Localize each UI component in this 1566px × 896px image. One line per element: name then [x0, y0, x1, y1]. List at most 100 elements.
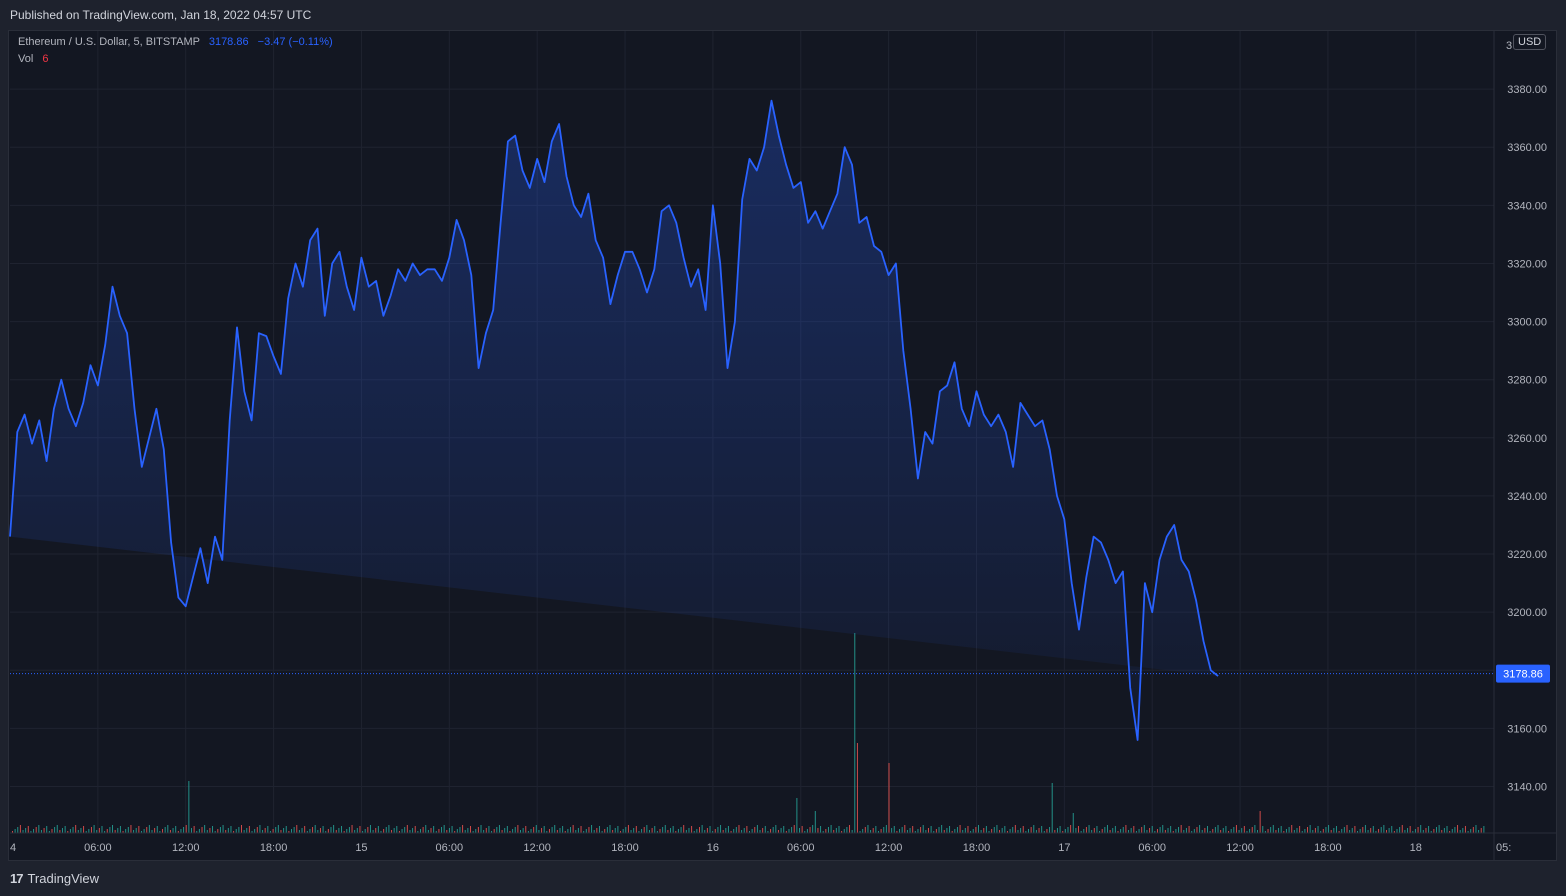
volume-bar — [1241, 828, 1243, 833]
volume-bar — [1420, 825, 1422, 833]
volume-bar — [946, 828, 948, 833]
volume-bar — [735, 827, 737, 833]
volume-bar — [441, 827, 443, 833]
volume-bar — [825, 829, 827, 833]
volume-bar — [1151, 826, 1153, 833]
volume-bar — [367, 827, 369, 833]
volume-bar — [314, 825, 316, 833]
volume-bar — [491, 831, 493, 833]
volume-bar — [1125, 825, 1127, 833]
volume-bar — [520, 830, 522, 833]
volume-label[interactable]: Vol — [18, 53, 34, 65]
volume-bar — [188, 781, 190, 833]
volume-bar — [409, 830, 411, 833]
volume-bar — [1446, 826, 1448, 833]
volume-bar — [696, 829, 698, 833]
volume-bar — [1412, 831, 1414, 833]
volume-bar — [480, 825, 482, 833]
price-line[interactable] — [9, 99, 1219, 741]
volume-bar — [341, 826, 343, 833]
volume-bar — [1391, 826, 1393, 833]
volume-bar — [988, 831, 990, 833]
volume-bar — [809, 827, 811, 833]
volume-bar — [248, 826, 250, 833]
volume-bar — [759, 830, 761, 833]
volume-bar — [459, 827, 461, 833]
volume-bar — [1293, 830, 1295, 833]
volume-bar — [1217, 825, 1219, 833]
volume-bar — [598, 826, 600, 833]
volume-bar — [67, 831, 69, 833]
volume-bar — [922, 825, 924, 833]
volume-bar — [970, 831, 972, 833]
volume-bar — [1170, 826, 1172, 833]
volume-bar — [1083, 829, 1085, 833]
volume-bar — [246, 828, 248, 833]
volume-bar — [12, 831, 13, 833]
volume-bar — [654, 826, 656, 833]
currency-button[interactable]: USD — [1513, 34, 1547, 50]
volume-bar — [933, 831, 935, 833]
volume-bar — [33, 829, 35, 833]
volume-bar — [996, 825, 998, 833]
volume-bar — [1046, 829, 1048, 833]
last-price-badge[interactable] — [1496, 664, 1550, 683]
volume-bar — [1296, 828, 1298, 833]
volume-bar — [43, 828, 45, 833]
volume-bar — [1462, 828, 1464, 833]
chart-legend: Ethereum / U.S. Dollar, 5, BITSTAMP 3178… — [18, 36, 333, 70]
volume-bar — [262, 830, 264, 833]
price-tick-label: 3140.00 — [1507, 782, 1547, 794]
volume-bar — [749, 831, 750, 833]
tradingview-logo[interactable]: 17 TradingView — [10, 871, 99, 886]
volume-bar — [885, 825, 887, 833]
volume-bar — [40, 830, 42, 833]
volume-bar — [1120, 829, 1122, 833]
volume-bar — [1112, 828, 1114, 833]
volume-bar — [464, 830, 466, 833]
volume-bar — [764, 826, 766, 833]
volume-bar — [83, 826, 85, 833]
volume-bar — [1362, 827, 1364, 833]
volume-bar — [1370, 828, 1372, 833]
volume-bar — [935, 829, 937, 833]
volume-bar — [1385, 830, 1387, 833]
volume-bar — [1188, 826, 1190, 833]
volume-bar — [127, 827, 129, 833]
volume-bar — [888, 763, 890, 833]
volume-bar — [720, 825, 722, 833]
time-tick-label: 05: — [1496, 842, 1511, 854]
volume-bar — [851, 830, 853, 833]
volume-bar — [635, 826, 637, 833]
volume-bar — [359, 826, 361, 833]
time-tick-label: 06:00 — [436, 842, 464, 854]
price-tick-label: 3240.00 — [1507, 491, 1547, 503]
price-tick-label: 3220.00 — [1507, 549, 1547, 561]
volume-bar — [19, 825, 21, 833]
volume-bar — [1193, 829, 1195, 833]
volume-bar — [593, 830, 595, 833]
symbol-label[interactable]: Ethereum / U.S. Dollar, 5, BITSTAMP — [18, 36, 200, 48]
volume-value: 6 — [42, 53, 49, 65]
volume-bar — [1030, 827, 1032, 833]
volume-bar — [406, 825, 408, 833]
volume-bar — [993, 827, 995, 833]
volume-bar — [956, 827, 958, 833]
volume-bar — [1280, 826, 1282, 833]
volume-bar — [972, 829, 974, 833]
volume-bar — [106, 829, 108, 833]
volume-bar — [1433, 829, 1435, 833]
volume-bar — [846, 827, 848, 833]
volume-bar — [117, 828, 119, 833]
volume-bar — [1425, 828, 1427, 833]
volume-bar — [620, 831, 622, 833]
volume-bar — [793, 825, 795, 833]
volume-bar — [209, 828, 211, 833]
volume-bar — [1301, 831, 1303, 833]
volume-bar — [648, 830, 650, 833]
volume-bar — [991, 829, 993, 833]
volume-bar — [346, 829, 348, 833]
volume-bar — [1209, 831, 1211, 833]
volume-bar — [125, 829, 127, 833]
